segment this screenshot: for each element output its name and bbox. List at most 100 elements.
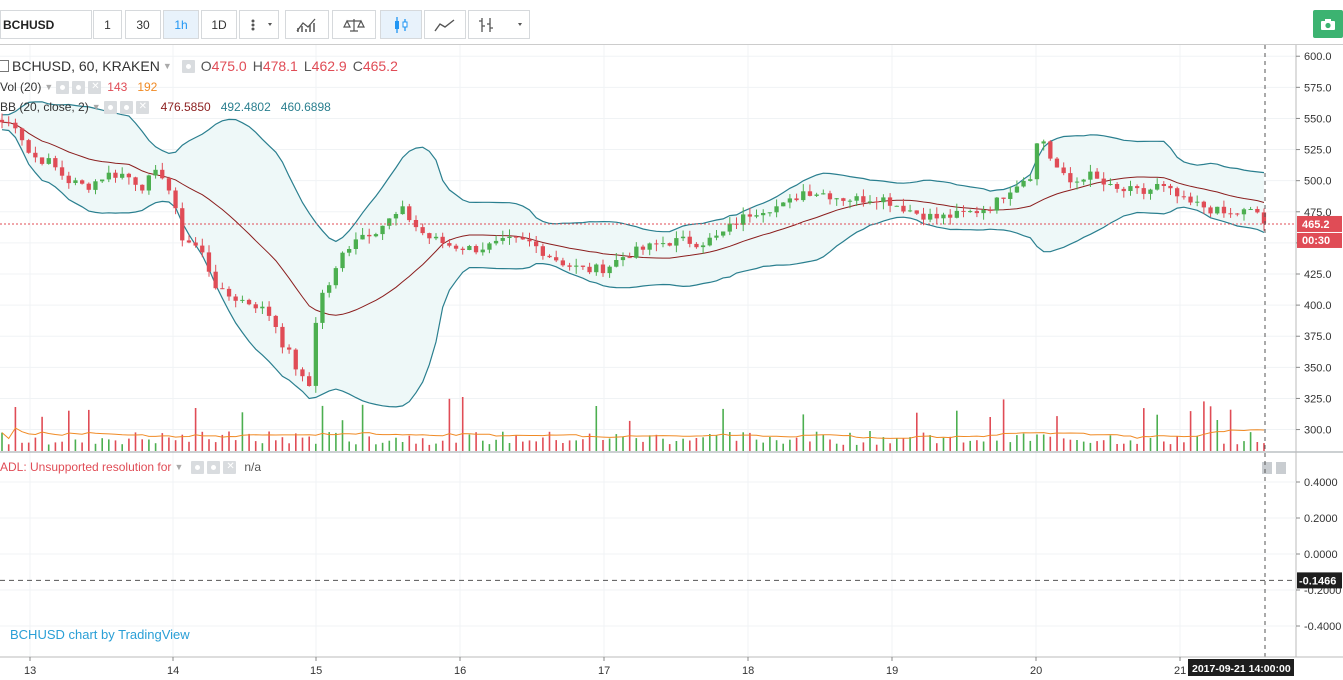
volume-bar	[435, 443, 437, 451]
pane-toggle-icon[interactable]	[0, 60, 9, 72]
volume-bar	[909, 437, 911, 451]
volume-bar	[729, 432, 731, 451]
candle-body	[640, 246, 646, 250]
volume-bar	[308, 436, 310, 451]
chart-area[interactable]: 600.0575.0550.0525.0500.0475.0450.0425.0…	[0, 44, 1343, 680]
interval-1-button[interactable]: 1	[93, 10, 122, 39]
adl-eye-icon[interactable]	[191, 460, 205, 474]
bb-caret-icon[interactable]: ▼	[91, 102, 101, 112]
tradingview-watermark[interactable]: BCHUSD chart by TradingView	[10, 627, 190, 642]
adl-settings-icon[interactable]	[207, 460, 221, 474]
time-tick-label: 13	[24, 665, 36, 677]
high-label: H	[252, 58, 263, 74]
candle-body	[1008, 192, 1013, 199]
volume-bar	[148, 439, 150, 451]
volume-bar	[495, 439, 497, 451]
candle-body	[360, 234, 365, 240]
symbol-input[interactable]	[0, 10, 92, 39]
volume-bar	[128, 438, 130, 451]
adl-close-icon[interactable]	[223, 460, 237, 474]
volume-bar	[1049, 436, 1052, 451]
adl-caret-icon[interactable]: ▼	[174, 462, 184, 472]
candle-body	[160, 169, 165, 179]
candle-body	[801, 191, 806, 201]
candle-body	[1001, 197, 1006, 199]
volume-bar	[1236, 444, 1239, 451]
volume-bar	[575, 440, 577, 451]
volume-bar	[582, 439, 584, 451]
candle-body	[1175, 188, 1180, 197]
volume-caret-icon[interactable]: ▼	[44, 82, 54, 92]
candle-body	[1048, 141, 1053, 159]
candle-body	[821, 193, 826, 195]
candle-body	[1228, 213, 1233, 215]
visibility-eye-icon[interactable]	[181, 59, 195, 73]
interval-1d-button[interactable]: 1D	[201, 10, 237, 39]
volume-bar	[81, 442, 83, 451]
interval-1h-button[interactable]: 1h	[163, 10, 199, 39]
candle-body	[140, 184, 145, 191]
candle-body	[634, 246, 639, 258]
volume-bar	[174, 440, 177, 451]
low-value: 462.9	[311, 58, 347, 74]
area-style-button[interactable]	[424, 10, 466, 39]
candle-body	[1255, 209, 1260, 213]
volume-bar	[802, 414, 805, 451]
bars-style-button[interactable]	[468, 10, 530, 39]
compare-button[interactable]	[332, 10, 376, 39]
candle-body	[460, 248, 465, 250]
time-tick-label: 18	[742, 665, 754, 677]
candle-body	[654, 243, 659, 245]
candle-body	[1108, 184, 1113, 185]
volume-bar	[361, 404, 364, 451]
last-price-tag	[1297, 215, 1342, 232]
camera-icon	[1321, 18, 1335, 30]
candle-body	[39, 157, 45, 164]
volume-bar	[488, 444, 491, 451]
volume-bar	[74, 439, 77, 451]
volume-bar	[468, 434, 471, 451]
volume-bar	[288, 443, 290, 451]
pane-maximize-icon[interactable]	[1262, 462, 1272, 474]
volume-bar	[108, 439, 110, 451]
volume-bar	[882, 437, 885, 451]
volume-bar	[54, 442, 57, 451]
volume-bar	[1163, 441, 1165, 451]
volume-close-icon[interactable]	[88, 80, 102, 94]
candle-body	[614, 260, 619, 267]
indicators-button[interactable]	[285, 10, 329, 39]
bb-upper-value: 492.4802	[220, 100, 271, 114]
volume-bar	[855, 444, 858, 451]
volume-bar	[642, 441, 644, 451]
volume-bar	[502, 431, 504, 451]
volume-settings-icon[interactable]	[72, 80, 86, 94]
price-tick-label: 300.0	[1304, 425, 1332, 437]
bb-close-icon[interactable]	[135, 100, 149, 114]
bb-settings-icon[interactable]	[119, 100, 133, 114]
candle-body	[1215, 206, 1220, 214]
candle-body	[834, 198, 839, 200]
candle-body	[0, 119, 5, 123]
chart-canvas[interactable]: 600.0575.0550.0525.0500.0475.0450.0425.0…	[0, 45, 1343, 680]
snapshot-button[interactable]	[1313, 10, 1343, 38]
volume-bar	[942, 437, 945, 451]
candle-body	[907, 210, 913, 212]
candle-body	[867, 201, 873, 203]
volume-bar	[996, 440, 998, 451]
adl-crosshair-label: -0.1466	[1299, 575, 1336, 587]
volume-bar	[415, 443, 417, 451]
candles-style-button[interactable]	[380, 10, 422, 39]
title-caret-icon[interactable]: ▼	[162, 61, 172, 71]
bb-eye-icon[interactable]	[103, 100, 117, 114]
interval-1h-label: 1h	[174, 17, 188, 32]
candle-body	[574, 265, 579, 267]
candle-body	[961, 210, 966, 212]
pane-close-icon[interactable]	[1276, 462, 1286, 474]
interval-30-button[interactable]: 30	[125, 10, 161, 39]
volume-eye-icon[interactable]	[56, 80, 70, 94]
volume-bar	[27, 442, 30, 451]
candle-body	[166, 178, 172, 191]
volume-bar	[1263, 443, 1265, 451]
symbol-title: BCHUSD, 60, KRAKEN	[12, 58, 160, 74]
more-intervals-button[interactable]	[239, 10, 279, 39]
